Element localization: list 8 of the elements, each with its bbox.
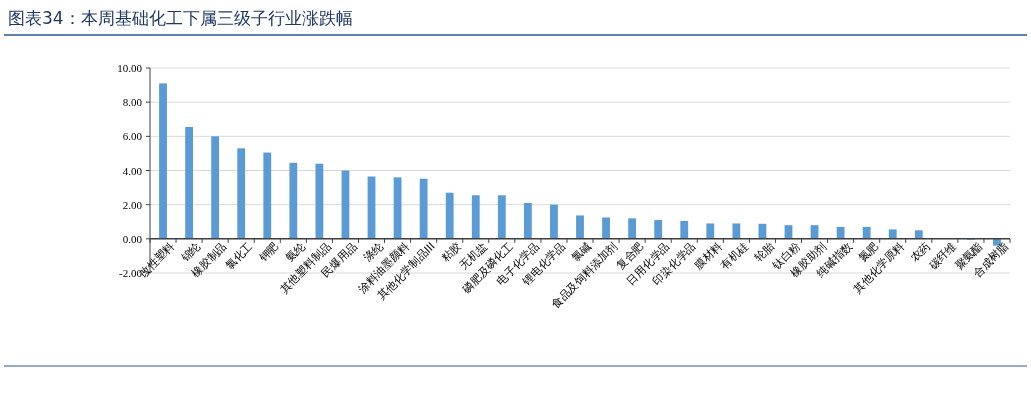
y-tick-label: 10.00 <box>117 62 143 74</box>
chart-title: 图表34：本周基础化工下属三级子行业涨跌幅 <box>8 8 353 28</box>
y-tick-label: 8.00 <box>122 96 143 109</box>
y-tick-label: 4.00 <box>122 164 143 177</box>
y-tick-label: 0.00 <box>122 232 143 245</box>
y-tick-label: 6.00 <box>122 130 143 143</box>
y-tick-label: 2.00 <box>122 198 143 211</box>
x-tick-label: 钾肥 <box>255 239 282 266</box>
